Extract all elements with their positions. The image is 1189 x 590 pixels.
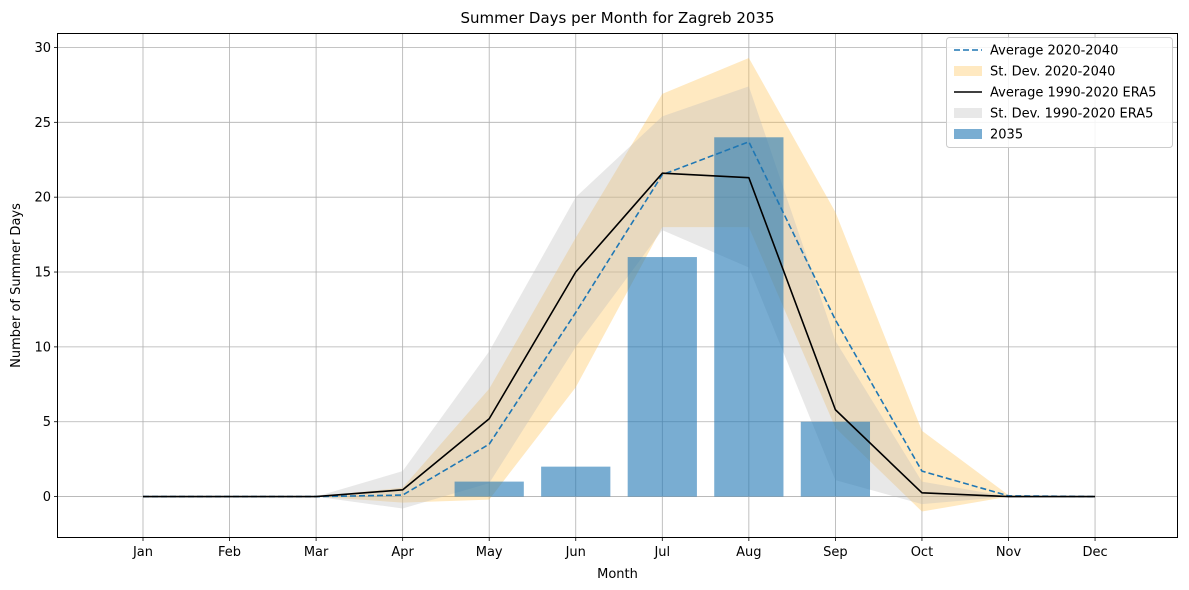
std-band xyxy=(143,86,1096,509)
legend-label: St. Dev. 1990-2020 ERA5 xyxy=(990,107,1153,122)
bar xyxy=(800,421,871,497)
y-axis-label: Number of Summer Days xyxy=(9,203,24,368)
x-tick-label: Jan xyxy=(132,545,153,560)
legend-label: Average 2020-2040 xyxy=(990,44,1118,59)
legend-band-swatch xyxy=(954,108,982,118)
bar xyxy=(714,137,784,497)
legend-label: Average 1990-2020 ERA5 xyxy=(990,86,1156,101)
series-line xyxy=(143,172,1096,498)
bar xyxy=(454,481,524,497)
y-tick-label: 5 xyxy=(43,415,51,430)
x-tick-label: Apr xyxy=(391,545,414,560)
line-layer xyxy=(143,140,1096,498)
bar xyxy=(627,257,697,497)
x-tick-label: Oct xyxy=(911,545,933,560)
tick-layer: Jan Feb Mar Apr May Jun Jul Aug Sep Oct Nov Dec 0 5 10… xyxy=(34,41,1107,560)
y-tick-label: 15 xyxy=(34,266,51,281)
y-tick-label: 25 xyxy=(34,116,51,131)
x-tick-label: May xyxy=(476,545,503,560)
chart-title: Summer Days per Month for Zagreb 2035 xyxy=(461,9,775,27)
bar-layer xyxy=(454,137,871,497)
legend-band-swatch xyxy=(954,66,982,76)
plot-frame xyxy=(57,33,1178,538)
legend-label: 2035 xyxy=(990,128,1023,143)
y-tick-label: 30 xyxy=(34,41,51,56)
y-tick-label: 0 xyxy=(43,490,51,505)
x-tick-label: Jul xyxy=(653,545,670,560)
x-tick-label: Nov xyxy=(996,545,1022,560)
std-band xyxy=(143,57,1096,512)
band-layer xyxy=(143,57,1096,512)
legend: Average 2020-2040 St. Dev. 2020-2040 Avera… xyxy=(946,37,1173,148)
legend-bar-swatch xyxy=(954,129,982,139)
x-tick-label: Feb xyxy=(218,545,241,560)
x-tick-label: Aug xyxy=(736,545,761,560)
legend-frame xyxy=(946,37,1173,148)
x-tick-label: Dec xyxy=(1082,545,1107,560)
x-tick-label: Sep xyxy=(823,545,848,560)
x-tick-label: Jun xyxy=(565,545,586,560)
bar xyxy=(541,466,611,497)
x-tick-label: Mar xyxy=(304,545,329,560)
legend-label: St. Dev. 2020-2040 xyxy=(990,65,1115,80)
y-tick-label: 10 xyxy=(34,340,51,355)
y-tick-label: 20 xyxy=(34,191,51,206)
x-axis-label: Month xyxy=(597,567,638,582)
